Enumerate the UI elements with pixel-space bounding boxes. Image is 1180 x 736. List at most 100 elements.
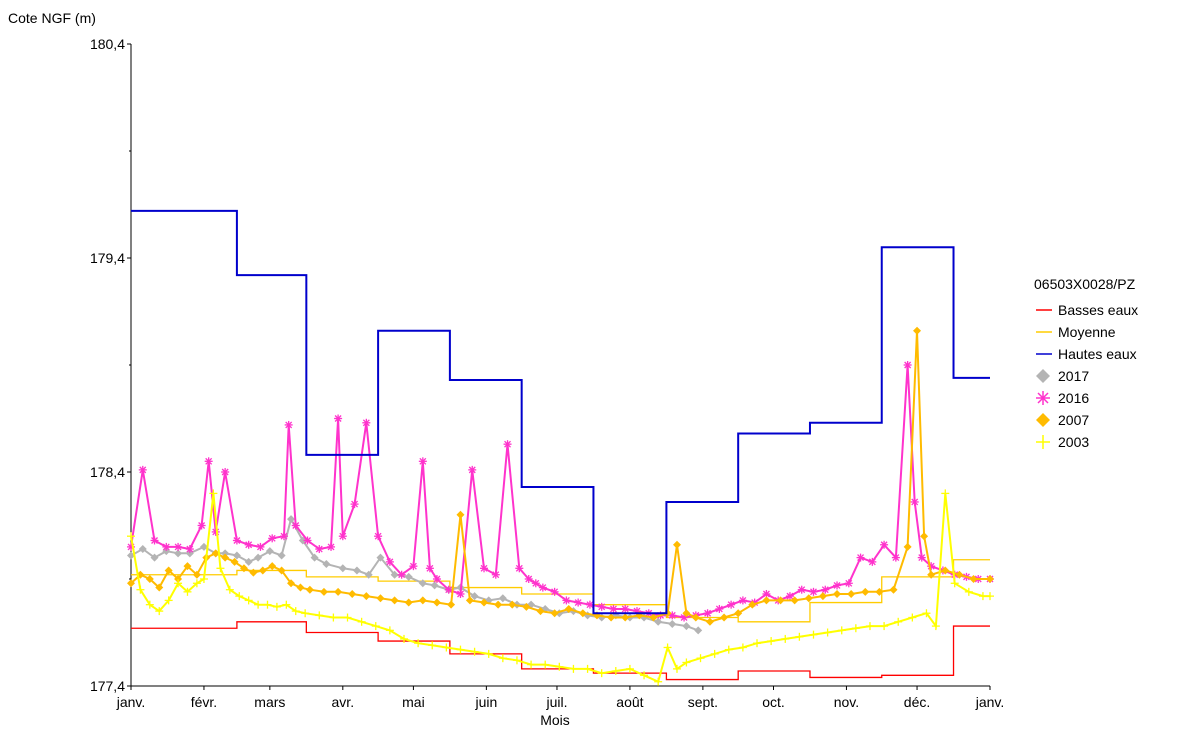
data-point (515, 564, 524, 573)
data-point (922, 609, 931, 618)
legend-item-2003: 2003 (1034, 431, 1138, 453)
y-axis-label: Cote NGF (m) (8, 10, 96, 26)
data-point (268, 534, 277, 543)
data-point (138, 545, 147, 554)
data-point (649, 613, 658, 622)
x-tick-label: avr. (332, 694, 355, 710)
data-point (917, 553, 926, 562)
data-point (931, 622, 940, 631)
data-point (338, 564, 347, 573)
data-point (550, 587, 559, 596)
legend-swatch (1036, 413, 1050, 427)
data-point (672, 664, 681, 673)
data-point (150, 553, 159, 562)
x-ticks: janv. févr. mars avr. mai juin juil. août sept. o… (116, 686, 1004, 710)
data-point (352, 566, 361, 575)
data-point (894, 617, 903, 626)
legend-items: Basses eaux Moyenne Hautes eaux 2017 2016 200… (1034, 299, 1138, 453)
data-point (682, 658, 691, 667)
data-point (480, 564, 489, 573)
y-tick-label: 180,4 (90, 36, 125, 52)
data-point (538, 583, 547, 592)
data-point (399, 634, 408, 643)
data-point (192, 570, 201, 579)
x-tick-label: janv. (116, 694, 146, 710)
data-point (861, 587, 870, 596)
data-point (804, 594, 813, 603)
data-point (621, 604, 630, 613)
data-point (232, 536, 241, 545)
data-point (428, 641, 437, 650)
data-point (851, 624, 860, 633)
legend-item-2016: 2016 (1034, 387, 1138, 409)
data-point (950, 579, 959, 588)
data-point (338, 532, 347, 541)
x-axis-label: Mois (540, 712, 570, 728)
data-point (927, 570, 936, 579)
data-point (569, 664, 578, 673)
data-point (833, 589, 842, 598)
data-point (494, 600, 503, 609)
data-point (833, 581, 842, 590)
data-point (430, 581, 439, 590)
data-point (484, 649, 493, 658)
data-point (574, 598, 583, 607)
data-point (150, 536, 159, 545)
data-point (204, 457, 213, 466)
data-point (209, 489, 218, 498)
data-point (164, 596, 173, 605)
data-point (397, 570, 406, 579)
data-point (282, 600, 291, 609)
data-point (362, 418, 371, 427)
data-point (404, 572, 413, 581)
data-point (480, 598, 489, 607)
data-point (197, 521, 206, 530)
data-point (192, 579, 201, 588)
data-point (625, 664, 634, 673)
data-point (221, 553, 230, 562)
data-point (145, 600, 154, 609)
data-point (249, 568, 258, 577)
legend-label: 2016 (1058, 390, 1090, 406)
data-point (310, 553, 319, 562)
data-point (315, 611, 324, 620)
data-point (720, 613, 729, 622)
data-point (682, 622, 691, 631)
data-point (447, 600, 456, 609)
x-tick-label: sept. (688, 694, 718, 710)
data-point (715, 604, 724, 613)
data-point (268, 562, 277, 571)
data-point (682, 609, 691, 618)
data-point (672, 540, 681, 549)
data-point (703, 609, 712, 618)
data-point (199, 542, 208, 551)
data-point (390, 596, 399, 605)
data-point (301, 609, 310, 618)
data-point (738, 643, 747, 652)
data-point (348, 589, 357, 598)
y-tick-label: 178,4 (90, 464, 125, 480)
data-point (564, 604, 573, 613)
data-point (221, 549, 230, 558)
data-point (284, 420, 293, 429)
data-point (654, 677, 663, 686)
data-point (611, 667, 620, 676)
x-tick-label: juil. (545, 694, 567, 710)
data-point (138, 465, 147, 474)
data-point (164, 566, 173, 575)
data-point (385, 626, 394, 635)
data-point (155, 583, 164, 592)
data-point (705, 617, 714, 626)
data-point (432, 598, 441, 607)
data-point (694, 626, 703, 635)
series-line-2016 (130, 364, 990, 619)
data-point (795, 632, 804, 641)
x-tick-label: févr. (191, 694, 217, 710)
data-point (903, 361, 912, 369)
data-point (418, 579, 427, 588)
data-point (277, 551, 286, 560)
data-point (291, 607, 300, 616)
data-point (955, 570, 964, 579)
